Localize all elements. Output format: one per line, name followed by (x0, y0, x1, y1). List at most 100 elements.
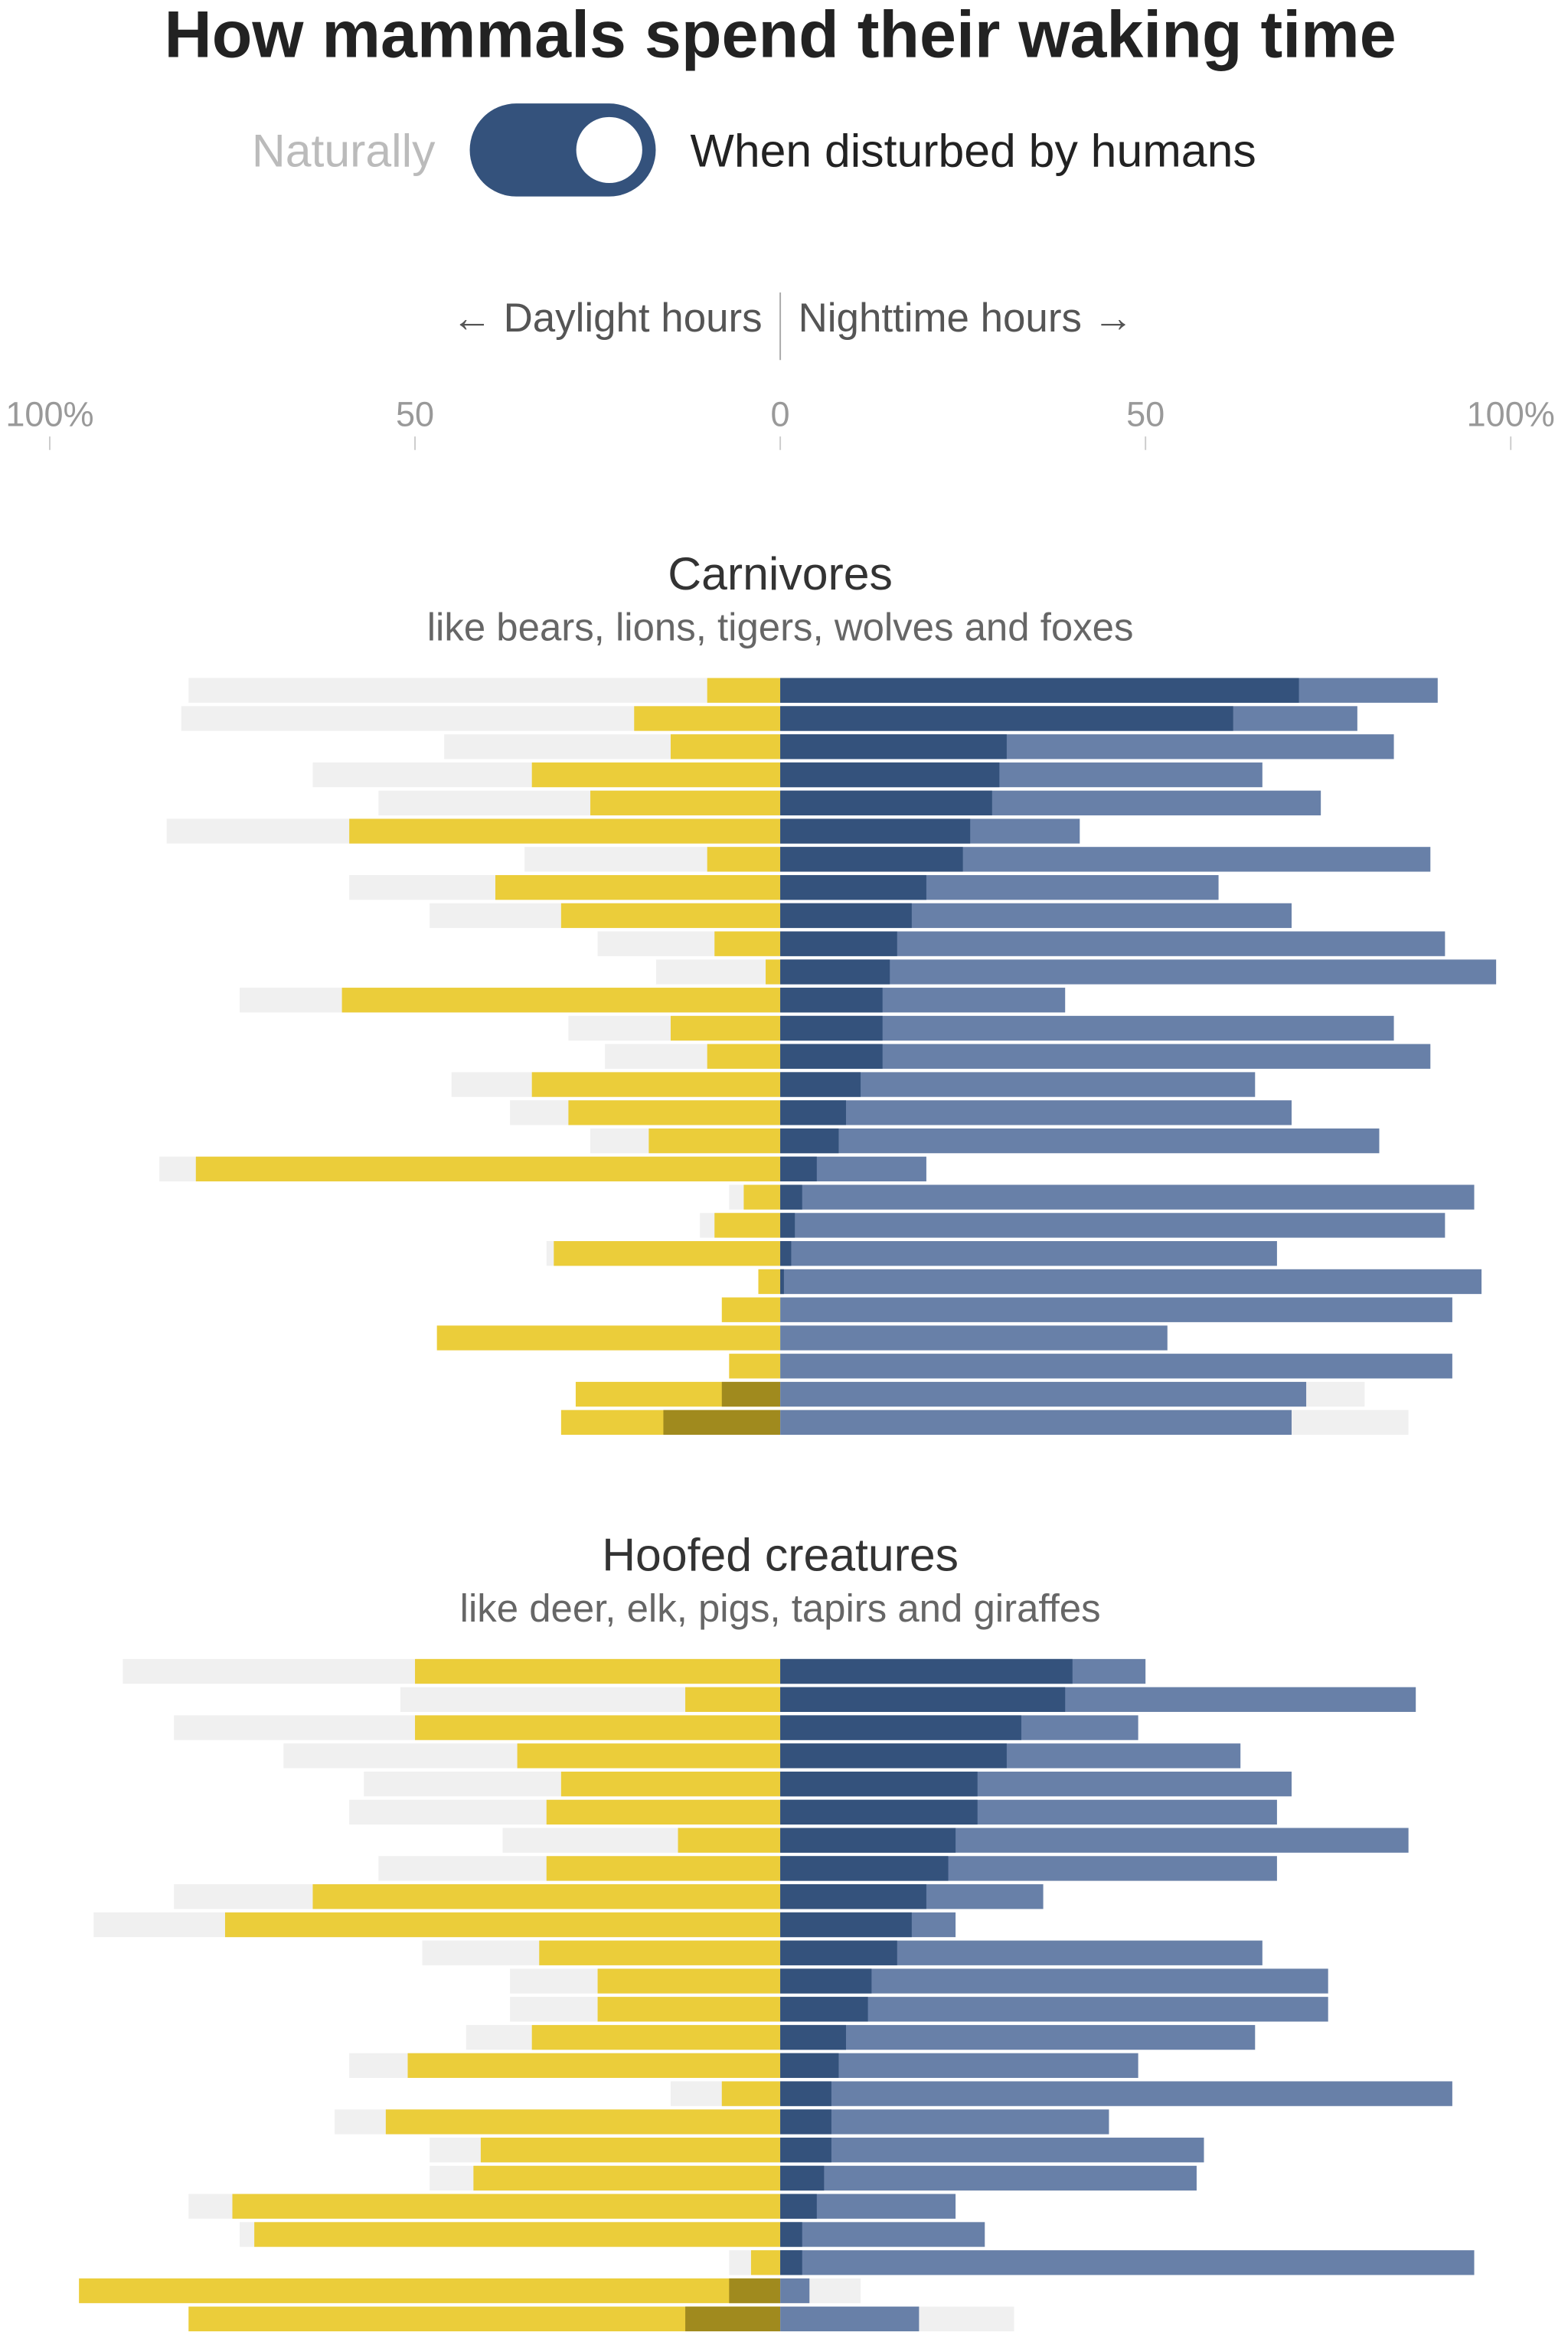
bar-night-overlap (780, 2222, 802, 2247)
bar-day-overlap (721, 1381, 781, 1407)
bar-row (349, 1799, 1277, 1825)
bar-row (729, 2250, 1475, 2275)
bar-night-overlap (780, 1184, 802, 1210)
bar-row (524, 847, 1431, 872)
bar-night-disturbed (780, 2278, 810, 2304)
bar-night-overlap (780, 1156, 817, 1182)
bar-night-overlap (780, 1743, 1007, 1769)
bar-row (188, 678, 1438, 703)
bar-row (364, 1771, 1292, 1797)
bar-row (283, 1743, 1241, 1769)
bar-night-overlap (780, 678, 1299, 703)
bar-day-disturbed (232, 2194, 781, 2219)
bar-day-disturbed (312, 1884, 781, 1909)
bar-row (546, 1241, 1277, 1266)
bar-row (159, 1156, 926, 1182)
panel-subtitle: like deer, elk, pigs, tapirs and giraffe… (460, 1586, 1101, 1630)
toggle-label-disturbed[interactable]: When disturbed by humans (691, 124, 1256, 176)
bar-day-disturbed (385, 2109, 781, 2135)
bar-row (758, 1269, 1482, 1295)
bar-night-disturbed (780, 2081, 1452, 2106)
panels: Carnivores like bears, lions, tigers, wol… (79, 547, 1497, 2331)
bar-row (597, 931, 1446, 956)
x-tick-label: 100% (5, 394, 93, 433)
bar-night-overlap (780, 2053, 839, 2079)
bar-row (721, 1297, 1452, 1322)
bar-day-disturbed (648, 1128, 781, 1154)
bar-row (335, 2109, 1109, 2135)
bar-day-disturbed (531, 762, 781, 788)
view-toggle[interactable]: Naturally When disturbed by humans (252, 103, 1256, 197)
bar-night-overlap (780, 2109, 831, 2135)
bar-night-overlap (780, 734, 1007, 760)
toggle-label-naturally[interactable]: Naturally (252, 124, 436, 176)
bar-row (466, 2024, 1256, 2050)
bar-night-disturbed (780, 2250, 1475, 2275)
bar-day-disturbed (707, 847, 781, 872)
bar-day-disturbed (758, 1269, 781, 1295)
bar-row (422, 1940, 1263, 1965)
panel-carnivores: Carnivores like bears, lions, tigers, wol… (159, 547, 1497, 1435)
bar-row (122, 1658, 1146, 1684)
bar-night-overlap (780, 847, 963, 872)
bar-day-disturbed (597, 1968, 781, 1994)
bar-night-overlap (780, 762, 1000, 788)
bar-night-overlap (780, 1968, 872, 1994)
bar-night-disturbed (780, 1100, 1292, 1125)
bar-night-disturbed (780, 1241, 1277, 1266)
bar-row (430, 2138, 1204, 2163)
bar-night-overlap (780, 1100, 846, 1125)
bar-night-overlap (780, 790, 992, 815)
bar-night-overlap (780, 903, 912, 929)
bar-night-overlap (780, 818, 971, 844)
x-axis: 100% 50 0 50 100% (5, 394, 1555, 450)
bar-day-disturbed (560, 1771, 781, 1797)
bar-night-overlap (780, 2194, 817, 2219)
bar-day-disturbed (195, 1156, 781, 1182)
bar-night-disturbed (780, 2165, 1197, 2191)
bar-day-disturbed (531, 2024, 781, 2050)
bar-row (451, 1072, 1256, 1097)
bar-day-disturbed (415, 1658, 781, 1684)
bar-row (378, 790, 1321, 815)
bar-day-disturbed (79, 2278, 781, 2304)
bar-night-disturbed (780, 2138, 1204, 2163)
bar-night-overlap (780, 1241, 792, 1266)
bar-night-overlap (780, 1799, 978, 1825)
panel-title: Hoofed creatures (602, 1528, 959, 1580)
bar-night-overlap (780, 1940, 897, 1965)
bar-night-disturbed (780, 2306, 920, 2331)
bar-night-disturbed (780, 959, 1497, 985)
bar-night-overlap (780, 1015, 883, 1041)
bar-day-disturbed (560, 903, 781, 929)
axis-header-nighttime: Nighttime hours → (799, 296, 1134, 341)
bar-row (174, 1715, 1138, 1740)
bar-day-disturbed (415, 1715, 781, 1740)
bar-day-disturbed (597, 1997, 781, 2022)
bar-night-overlap (780, 2024, 846, 2050)
bar-night-disturbed (780, 1184, 1475, 1210)
panel-title: Carnivores (668, 547, 893, 599)
bar-night-overlap (780, 1213, 795, 1238)
bar-row (502, 1828, 1409, 1853)
bar-row (240, 2222, 985, 2247)
bar-day-disturbed (495, 874, 781, 900)
panel-subtitle: like bears, lions, tigers, wolves and fo… (427, 606, 1134, 649)
bar-day-disturbed (539, 1940, 781, 1965)
bar-night-overlap (780, 1658, 1073, 1684)
bar-row (605, 1044, 1431, 1069)
bar-night-overlap (780, 2081, 831, 2106)
bar-row (400, 1687, 1416, 1712)
bar-night-overlap (780, 706, 1233, 731)
bar-day-disturbed (568, 1100, 781, 1125)
bar-row (430, 903, 1292, 929)
bar-day-disturbed (721, 2081, 781, 2106)
bar-day-disturbed (729, 1354, 781, 1379)
toggle-knob[interactable] (576, 116, 642, 184)
bar-row (444, 734, 1394, 760)
bar-day-overlap (663, 1410, 781, 1435)
bar-row (575, 1381, 1365, 1407)
bar-day-disturbed (590, 790, 781, 815)
bar-day-disturbed (554, 1241, 781, 1266)
bar-row (174, 1884, 1044, 1909)
